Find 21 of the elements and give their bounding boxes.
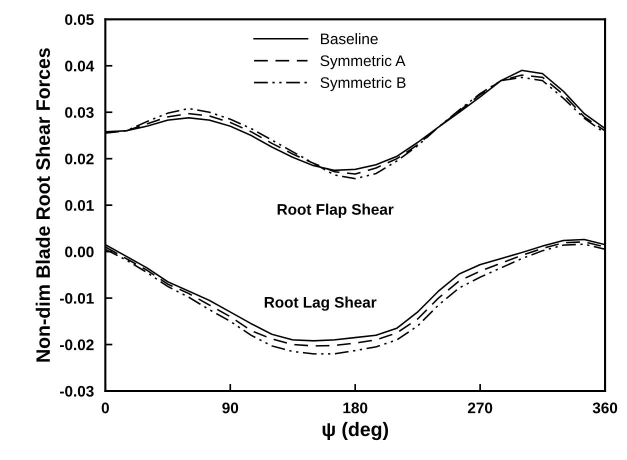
annotation: Root Flap Shear [278,204,394,218]
y-tick-label: 0.02 [65,154,94,164]
x-tick-label: 90 [222,402,238,414]
y-tick-label: 0.00 [65,246,94,258]
y-tick-label: 0.04 [65,60,94,72]
x-tick-label: 270 [468,402,492,414]
x-tick-label: 0 [102,402,109,414]
x-tick-label: 180 [343,402,368,414]
y-tick-label: 0.05 [65,14,94,26]
legend-label: Symmetric A [320,54,406,70]
x-tick-label: 360 [592,402,618,414]
x-axis-title: ψ (deg) [322,422,388,440]
y-tick-label: -0.01 [60,292,94,304]
annotation: Root Lag Shear [264,296,376,311]
y-axis-title: Non-dim Blade Root Shear Forces [36,48,50,362]
y-tick-label: -0.03 [60,386,94,397]
legend-label: Symmetric B [320,76,406,92]
legend-label: Baseline [321,33,378,44]
y-tick-label: 0.03 [65,107,94,118]
y-tick-label: -0.02 [60,339,94,350]
y-tick-label: 0.01 [65,200,94,211]
